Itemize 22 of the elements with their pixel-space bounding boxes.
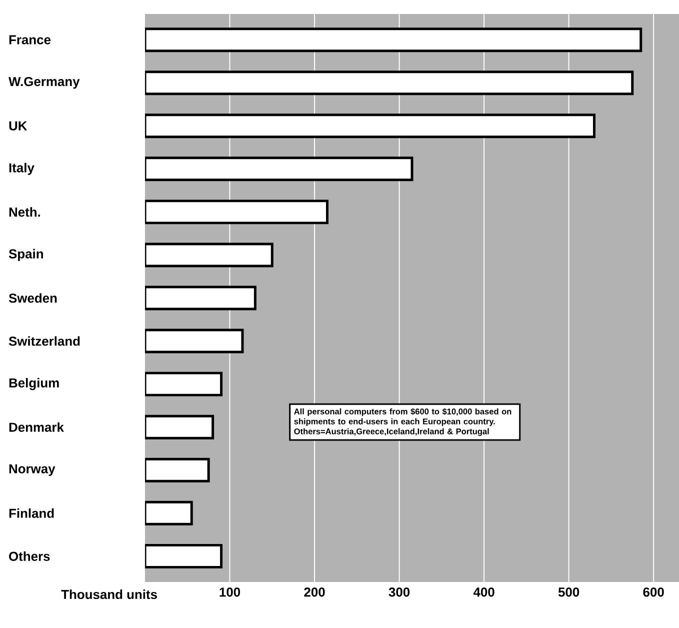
x-tick-label: 600 xyxy=(643,588,664,597)
x-tick-label: 100 xyxy=(220,588,240,597)
annotation: Others=Austria,Greece,Iceland,Ireland & Portugal xyxy=(294,428,489,436)
y-tick-label: Belgium xyxy=(9,378,59,390)
y-tick-label: Finland xyxy=(9,508,54,518)
y-tick-label: Others xyxy=(9,551,50,561)
x-tick-label: 300 xyxy=(388,588,410,597)
y-tick-label: Switzerland xyxy=(8,336,80,346)
y-tick-label: UK xyxy=(9,121,28,130)
x-tick-label: 200 xyxy=(304,588,325,597)
y-tick-label: Spain xyxy=(8,248,43,262)
y-tick-label: Sweden xyxy=(8,293,57,303)
y-tick-label: Neth. xyxy=(9,207,40,217)
x-tick-label: 400 xyxy=(473,588,494,597)
y-tick-label: Norway xyxy=(9,464,56,476)
y-tick-label: Italy xyxy=(9,162,34,175)
annotation: All personal computers from $600 to $10,000 based on shipments to end-users in each European country. xyxy=(294,408,512,426)
x-tick-label: 500 xyxy=(558,588,580,597)
x-axis-title: Thousand units xyxy=(61,590,157,600)
y-tick-label: W.Germany xyxy=(8,76,80,89)
y-tick-label: France xyxy=(9,35,51,44)
y-tick-label: Denmark xyxy=(9,422,64,432)
